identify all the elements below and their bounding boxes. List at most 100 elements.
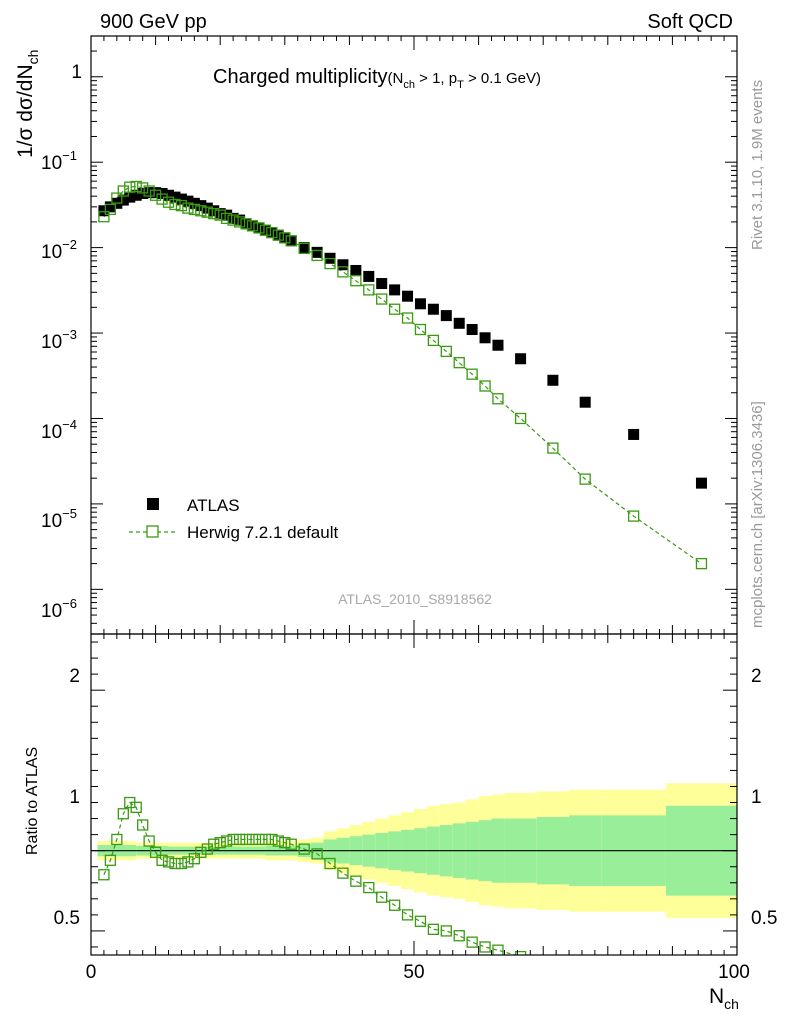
herwig-data-point [285,235,297,247]
atlas-data-point [402,290,414,302]
y-tick-label-1e-4: 10−4 [41,417,77,443]
herwig-data-point [695,557,708,570]
main-x-ticks [90,36,738,634]
atlas-data-point [479,332,491,344]
herwig-data-point [376,293,388,305]
atlas-data-point [337,259,349,271]
herwig-data-point [259,224,272,236]
herwig-data-point [233,216,246,228]
herwig-data-point [440,345,452,358]
analysis-watermark: ATLAS_2010_S8918562 [338,591,492,607]
atlas-data-point [117,194,129,206]
herwig-data-point [137,182,149,194]
herwig-ratio-point [111,833,123,846]
y-tick-label-1e-5: 10−5 [41,506,77,532]
herwig-data-point [453,357,465,369]
herwig-ratio-point [175,857,188,870]
herwig-data-point [324,257,336,270]
atlas-data-point [695,477,707,489]
herwig-ratio-point [188,853,201,865]
legend-herwig-label: Herwig 7.2.1 default [187,523,338,542]
herwig-data-point [188,203,201,216]
ratio-y-ticks [91,641,737,948]
herwig-ratio-point [492,944,504,956]
herwig-ratio-point [227,833,239,846]
x-axis-label: Nch [709,985,739,1012]
herwig-ratio-point [98,869,110,881]
herwig-data-point [169,198,181,211]
main-y-ticks [91,35,737,635]
herwig-ratio-point [266,833,278,846]
herwig-ratio-point [240,833,252,846]
atlas-data-point [285,235,297,247]
atlas-data-point [515,353,527,365]
herwig-ratio-point [388,899,401,911]
y-tick-label-1e-6: 10−6 [41,596,77,622]
herwig-ratio-point [350,875,362,887]
herwig-data-point [414,323,427,336]
herwig-data-point [547,442,559,454]
legend: ATLAS Herwig 7.2.1 default [129,496,338,542]
atlas-data-point [414,298,426,310]
herwig-ratio-line [103,801,521,958]
atlas-data-point [389,284,401,296]
herwig-ratio-point [104,854,117,866]
atlas-data-point [130,189,142,201]
atlas-data-point [175,193,187,205]
herwig-ratio-point [440,925,452,937]
ratio-y-tick-2: 2 [69,666,80,687]
herwig-data-point [240,218,252,230]
atlas-data-point [311,246,323,258]
atlas-data-point [240,218,252,230]
y-tick-label-1e-2: 10−2 [41,237,77,263]
main-panel: 1 10−1 10−2 10−3 10−4 10−5 10−6 1/σ dσ/d… [14,35,738,635]
herwig-ratio-point [143,835,155,847]
herwig-data-point [311,249,323,262]
atlas-data-point [547,374,559,386]
herwig-data-point [195,205,207,217]
ratio-y-tick-1-right: 1 [751,787,762,808]
herwig-data-point [427,334,440,347]
herwig-ratio-points [98,796,527,963]
atlas-data-point [440,310,452,322]
atlas-data-point [201,202,213,214]
atlas-data-point [143,187,155,199]
ratio-y-tick-1: 1 [69,787,80,808]
main-frame [90,35,738,635]
atlas-data-point [253,222,265,234]
rivet-version-label: Rivet 3.1.10, 1.9M events [749,80,766,250]
atlas-data-point [214,208,226,220]
herwig-ratio-point [466,936,478,948]
herwig-ratio-point [233,833,246,846]
atlas-data-point [247,220,258,232]
atlas-data-point [124,191,136,203]
herwig-ratio-point [298,843,310,855]
atlas-data-point [363,270,375,282]
atlas-data-point [188,197,200,209]
atlas-data-point [279,232,291,244]
herwig-data-point [201,206,213,218]
herwig-data-point [401,312,414,324]
herwig-data-point [208,207,220,220]
herwig-data-point [221,212,233,225]
atlas-data-point [350,264,362,276]
herwig-data-point [298,242,310,255]
herwig-ratio-point [182,856,194,868]
herwig-data-point [350,275,362,287]
herwig-data-point [143,185,155,197]
atlas-data-point [163,189,175,201]
atlas-data-point [182,195,194,207]
herwig-data-point [175,199,188,212]
ratio-panel: 2 1 0.5 2 1 0.5 Ratio to ATLAS 0 50 100 … [0,633,786,1024]
atlas-data-point [221,209,233,221]
main-y-axis-label: 1/σ dσ/dNch [14,50,41,158]
herwig-data-point [266,226,278,239]
ratio-y-tick-05-right: 0.5 [751,908,777,929]
herwig-ratio-point [130,801,142,813]
herwig-ratio-point [246,833,259,846]
herwig-ratio-point [253,833,265,846]
herwig-ratio-point [117,808,129,820]
atlas-data-point [227,212,239,224]
herwig-data-point [479,380,491,392]
atlas-data-point [466,324,478,336]
